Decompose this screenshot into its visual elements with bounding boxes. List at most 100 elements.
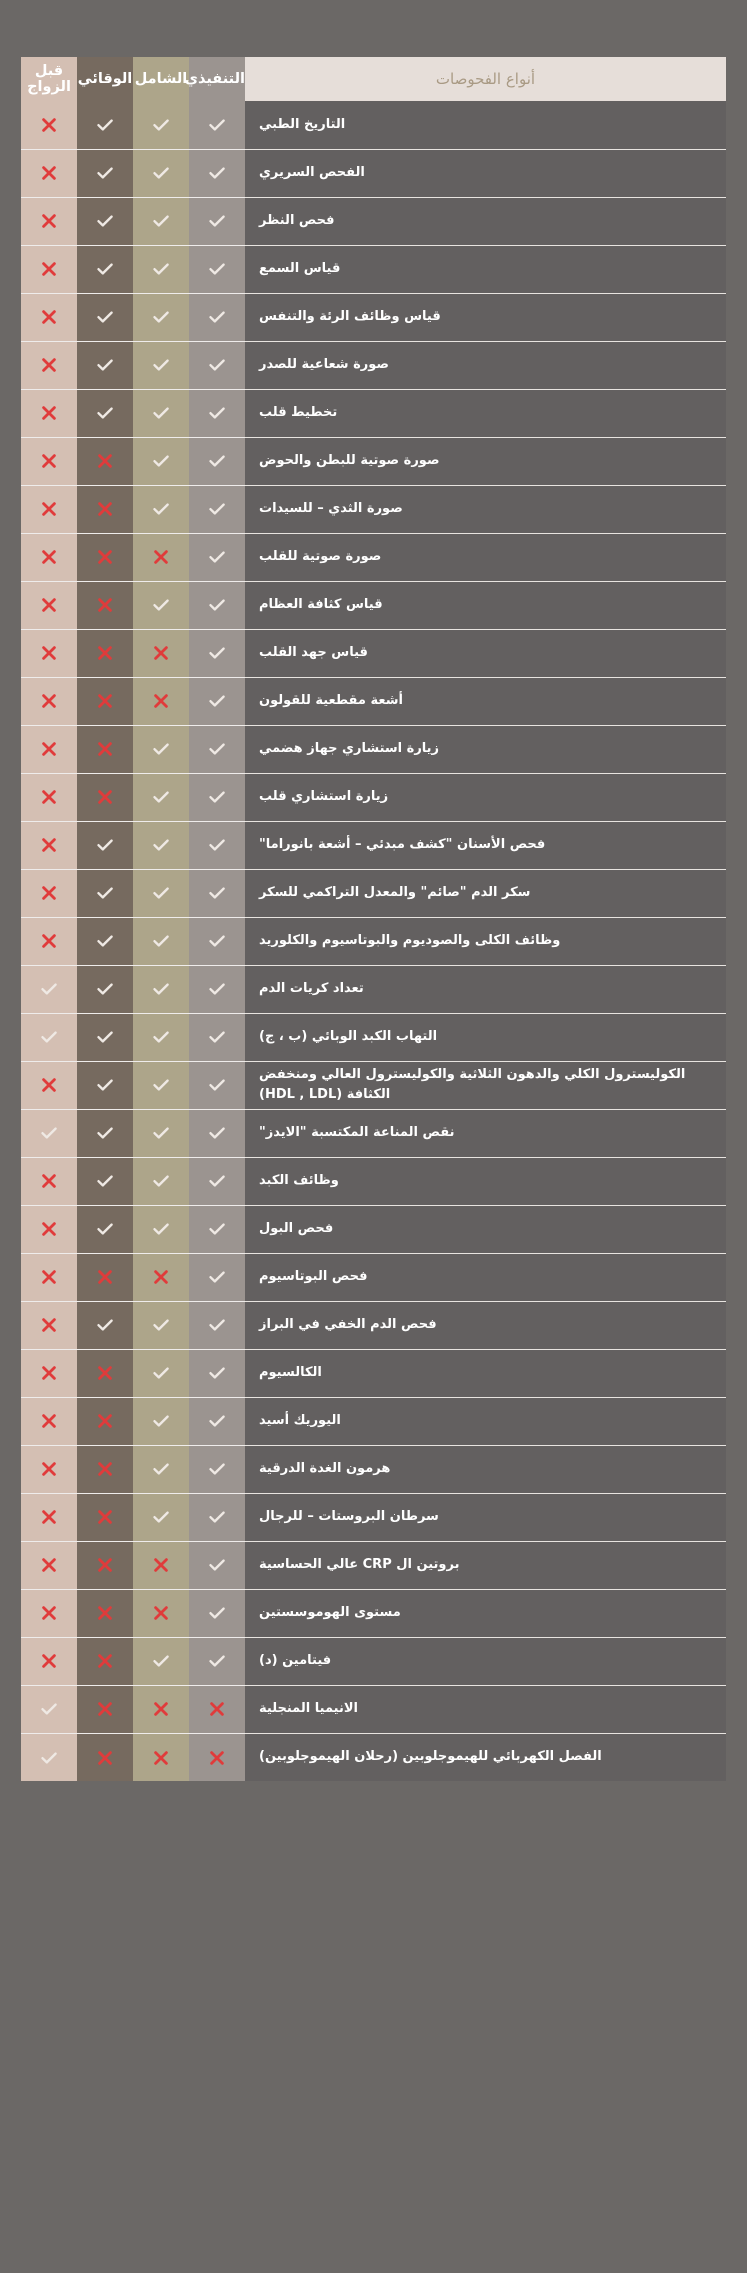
coverage-cell-executive xyxy=(189,1108,245,1157)
header-column-executive[interactable]: التنفيذي xyxy=(185,57,245,101)
coverage-cell-executive xyxy=(189,1732,245,1781)
table-row: صورة صوتية للقلب xyxy=(21,532,726,581)
table-row: زيارة استشاري جهاز هضمي xyxy=(21,724,726,773)
exam-name-cell: فحص البول xyxy=(245,1204,726,1253)
coverage-cell-preventive xyxy=(77,196,133,245)
exam-name-cell: اليوريك أسيد xyxy=(245,1396,726,1445)
table-row: بروتين ال CRP عالي الحساسية xyxy=(21,1540,726,1589)
cross-icon xyxy=(39,1459,59,1479)
coverage-cell-premarital xyxy=(21,101,77,149)
check-icon xyxy=(151,1075,171,1095)
exam-name-cell: فحص النظر xyxy=(245,196,726,245)
table-row: فحص الأسنان "كشف مبدئي – أشعة بانوراما" xyxy=(21,820,726,869)
exam-name-cell: فيتامين (د) xyxy=(245,1636,726,1685)
check-icon xyxy=(95,163,115,183)
coverage-cell-comprehensive xyxy=(133,484,189,533)
cross-icon xyxy=(95,451,115,471)
exam-name-cell: فحص الدم الخفي في البراز xyxy=(245,1300,726,1349)
exam-name-cell: صورة الثدي – للسيدات xyxy=(245,484,726,533)
table-row: قياس السمع xyxy=(21,244,726,293)
check-icon xyxy=(207,931,227,951)
coverage-cell-executive xyxy=(189,916,245,965)
coverage-cell-premarital xyxy=(21,724,77,773)
coverage-cell-executive xyxy=(189,1540,245,1589)
check-icon xyxy=(95,355,115,375)
coverage-cell-executive xyxy=(189,676,245,725)
table-header: أنواع الفحوصات التنفيذي الشامل الوقائي ق… xyxy=(21,57,726,101)
check-icon xyxy=(151,499,171,519)
check-icon xyxy=(151,979,171,999)
coverage-cell-comprehensive xyxy=(133,1540,189,1589)
coverage-cell-preventive xyxy=(77,1732,133,1781)
coverage-cell-premarital xyxy=(21,292,77,341)
coverage-cell-preventive xyxy=(77,676,133,725)
table-row: فحص النظر xyxy=(21,196,726,245)
exam-name-cell: الفصل الكهربائي للهيموجلوبين (رحلان الهي… xyxy=(245,1732,726,1781)
coverage-cell-comprehensive xyxy=(133,628,189,677)
coverage-cell-preventive xyxy=(77,1252,133,1301)
header-column-preventive[interactable]: الوقائي xyxy=(77,57,133,101)
cross-icon xyxy=(39,1651,59,1671)
coverage-cell-comprehensive xyxy=(133,1492,189,1541)
coverage-cell-executive xyxy=(189,1588,245,1637)
table-row: قياس جهد القلب xyxy=(21,628,726,677)
exam-name-cell: زيارة استشاري قلب xyxy=(245,772,726,821)
coverage-cell-premarital xyxy=(21,196,77,245)
coverage-cell-premarital xyxy=(21,820,77,869)
coverage-cell-preventive xyxy=(77,292,133,341)
table-row: أشعة مقطعية للقولون xyxy=(21,676,726,725)
coverage-cell-preventive xyxy=(77,628,133,677)
coverage-cell-preventive xyxy=(77,1492,133,1541)
header-column-comprehensive[interactable]: الشامل xyxy=(133,57,189,101)
exam-name-cell: أشعة مقطعية للقولون xyxy=(245,676,726,725)
coverage-cell-premarital xyxy=(21,436,77,485)
exam-name-cell: التهاب الكبد الوبائي (ب ، ج) xyxy=(245,1012,726,1061)
check-icon xyxy=(207,1507,227,1527)
cross-icon xyxy=(39,931,59,951)
check-icon xyxy=(207,1171,227,1191)
table-row: قياس وظائف الرئة والتنفس xyxy=(21,292,726,341)
table-row: مستوى الهوموسستين xyxy=(21,1588,726,1637)
coverage-cell-premarital xyxy=(21,148,77,197)
coverage-cell-preventive xyxy=(77,772,133,821)
check-icon xyxy=(207,115,227,135)
cross-icon xyxy=(39,307,59,327)
check-icon xyxy=(95,931,115,951)
check-icon xyxy=(151,1027,171,1047)
coverage-cell-premarital xyxy=(21,1204,77,1253)
coverage-cell-executive xyxy=(189,1300,245,1349)
coverage-cell-preventive xyxy=(77,1300,133,1349)
cross-icon xyxy=(95,691,115,711)
cross-icon xyxy=(39,451,59,471)
coverage-cell-comprehensive xyxy=(133,1204,189,1253)
table-body: التاريخ الطبي الفحص السريري فحص النظر قياس … xyxy=(21,101,726,1781)
check-icon xyxy=(207,1363,227,1383)
coverage-cell-comprehensive xyxy=(133,1060,189,1109)
cross-icon xyxy=(207,1748,227,1768)
coverage-cell-executive xyxy=(189,772,245,821)
cross-icon xyxy=(95,1699,115,1719)
coverage-cell-premarital xyxy=(21,772,77,821)
cross-icon xyxy=(95,547,115,567)
coverage-cell-comprehensive xyxy=(133,1348,189,1397)
coverage-cell-premarital xyxy=(21,1060,77,1109)
coverage-cell-premarital xyxy=(21,340,77,389)
coverage-cell-executive xyxy=(189,724,245,773)
exam-name-cell: الكالسيوم xyxy=(245,1348,726,1397)
coverage-cell-premarital xyxy=(21,580,77,629)
coverage-cell-executive xyxy=(189,532,245,581)
table-row: صورة الثدي – للسيدات xyxy=(21,484,726,533)
coverage-cell-executive xyxy=(189,1252,245,1301)
table-row: التهاب الكبد الوبائي (ب ، ج) xyxy=(21,1012,726,1061)
table-row: سكر الدم "صائم" والمعدل التراكمي للسكر xyxy=(21,868,726,917)
check-icon xyxy=(95,1123,115,1143)
coverage-cell-premarital xyxy=(21,1636,77,1685)
table-row: قياس كثافة العظام xyxy=(21,580,726,629)
header-column-premarital[interactable]: قبل الزواج xyxy=(21,57,77,101)
coverage-cell-executive xyxy=(189,436,245,485)
cross-icon xyxy=(39,787,59,807)
cross-icon xyxy=(39,163,59,183)
coverage-cell-premarital xyxy=(21,1732,77,1781)
coverage-cell-premarital xyxy=(21,1348,77,1397)
